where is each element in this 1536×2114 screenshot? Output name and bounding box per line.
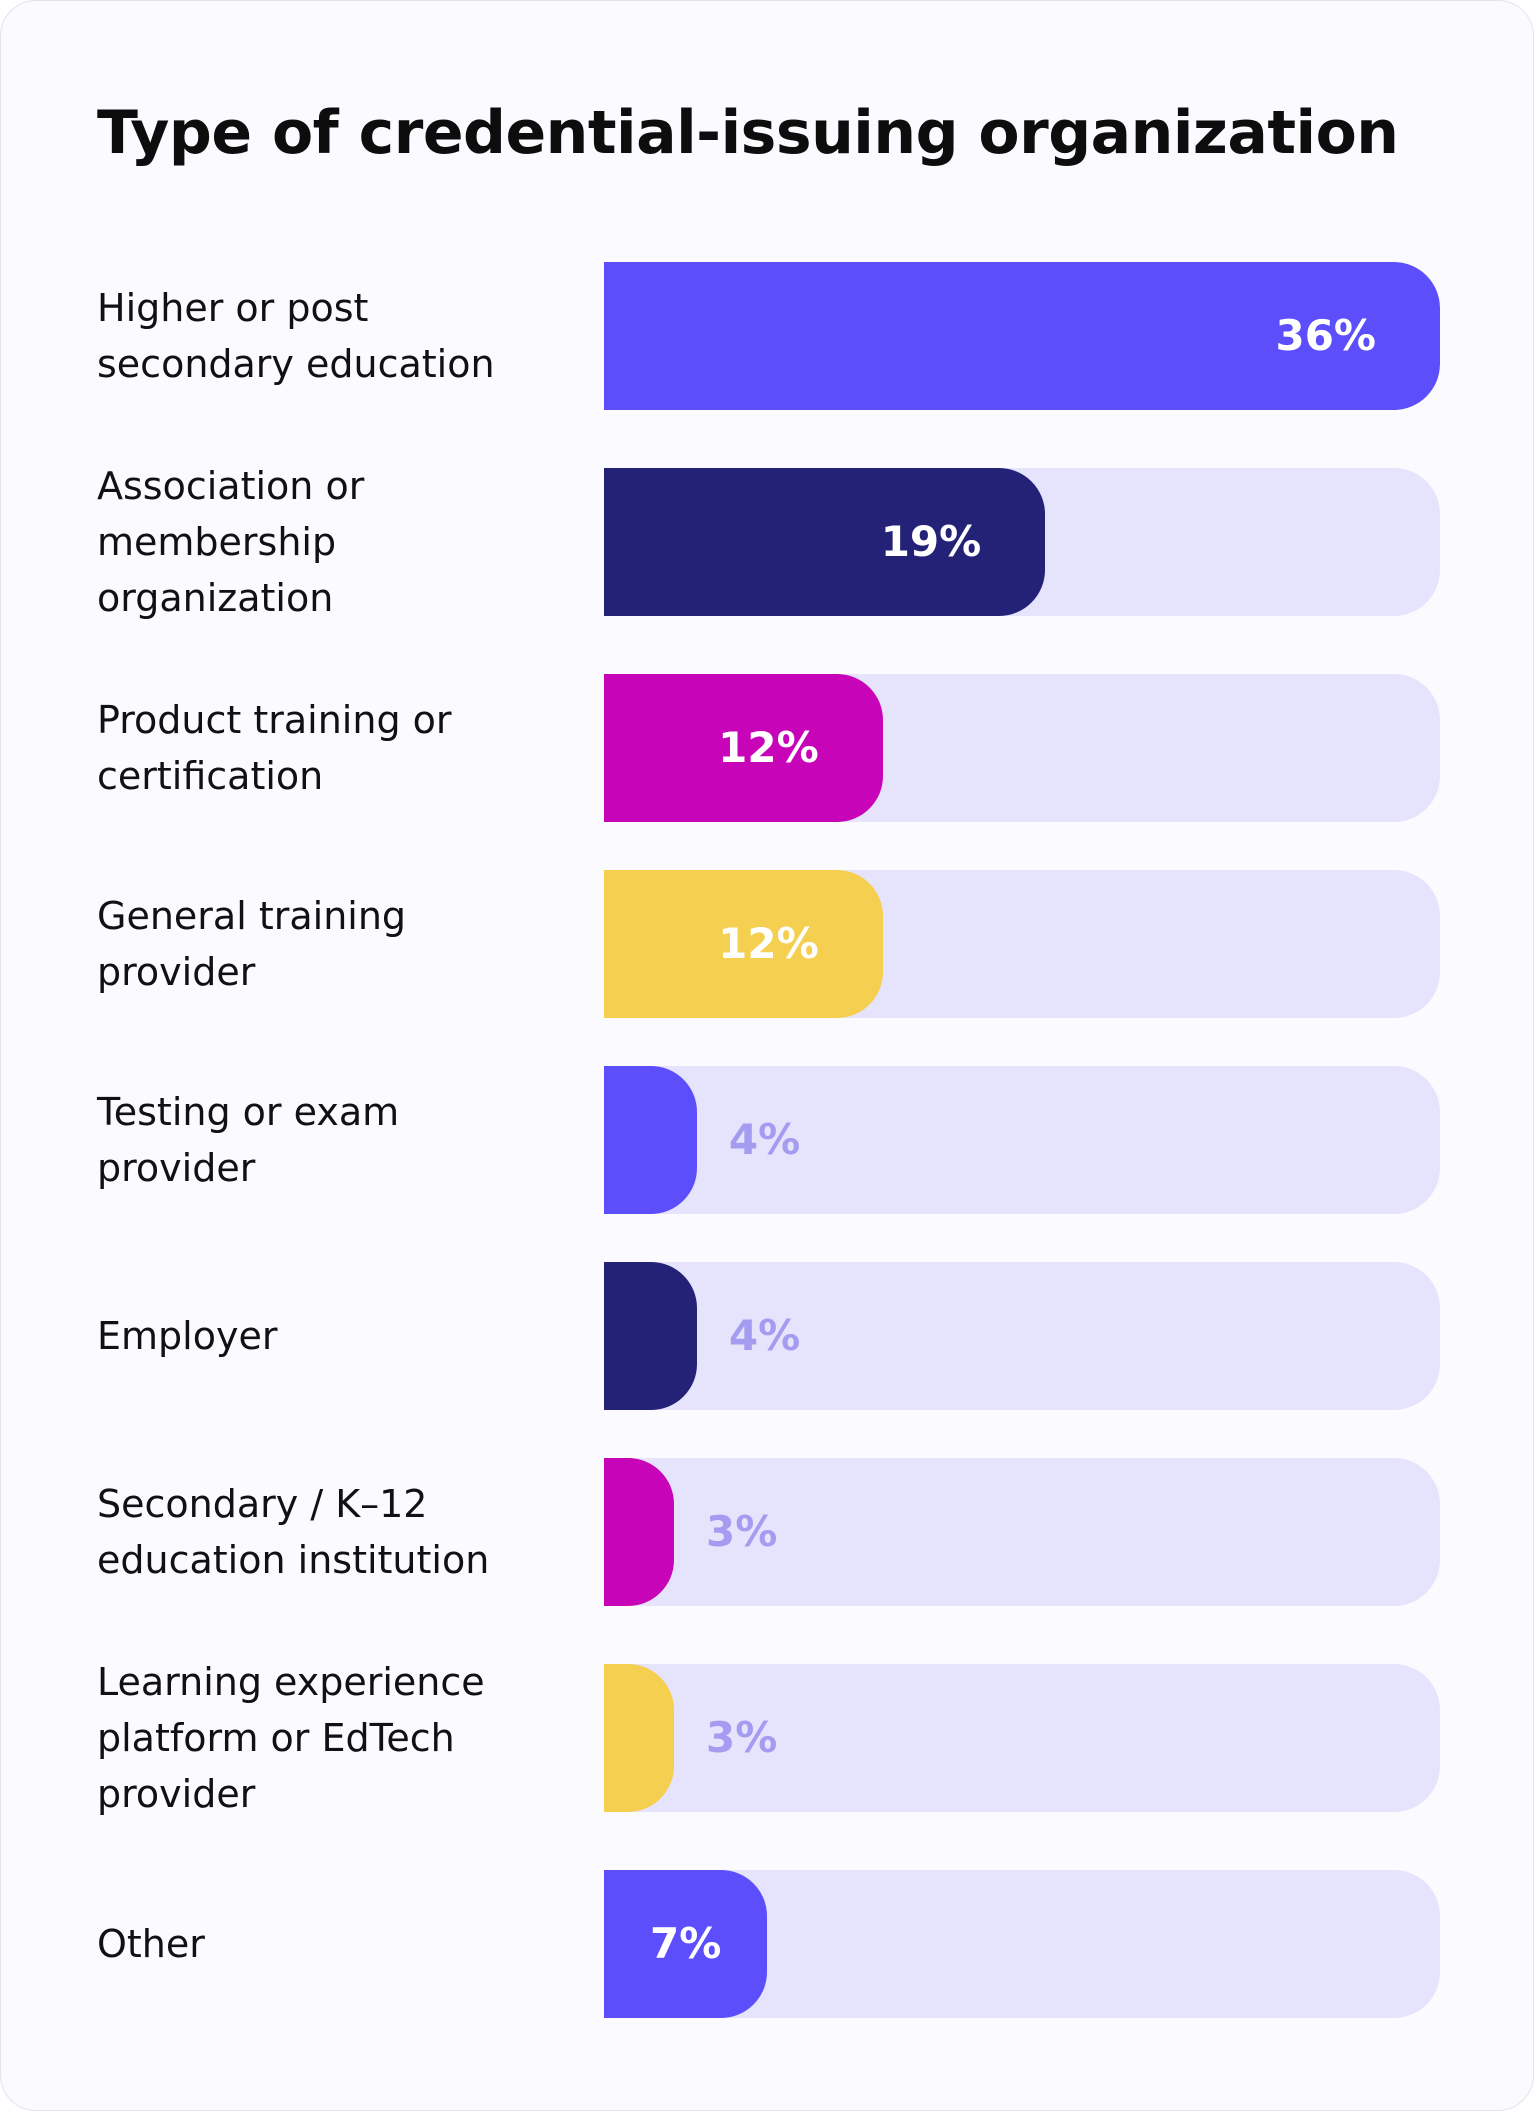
value-label: 19% [880, 517, 982, 566]
category-label: Employer [97, 1314, 278, 1358]
bar-track: 3% [604, 1458, 1440, 1606]
value-label: 12% [718, 723, 819, 772]
bar [604, 1870, 767, 2018]
bar [604, 1066, 697, 1214]
value-label: 36% [1275, 311, 1376, 360]
category-label: Testing or exam provider [97, 1090, 400, 1190]
bar-track: 4% [604, 1066, 1440, 1214]
bar-row: Testing or exam provider 4% [1, 1066, 1535, 1214]
bar [604, 468, 1046, 616]
category-label: Other [97, 1922, 205, 1966]
bar-track: 12% [604, 870, 1440, 1018]
category-label: Secondary / K–12 education institution [97, 1482, 490, 1582]
bar-row: Product training or certification 12% [1, 674, 1535, 822]
bar-row: Learning experience platform or EdTech p… [1, 1660, 1535, 1816]
bar [604, 262, 1440, 410]
category-label: Learning experience platform or EdTech p… [97, 1660, 485, 1816]
bar-track: 36% [604, 262, 1440, 410]
bar-track: 4% [604, 1262, 1440, 1410]
bar [604, 1458, 674, 1606]
bar [604, 1664, 674, 1812]
value-label: 12% [718, 919, 819, 968]
value-label: 4% [728, 1311, 801, 1360]
bar-track: 3% [604, 1664, 1440, 1812]
bar-row: Employer 4% [1, 1262, 1535, 1410]
value-label: 4% [728, 1115, 801, 1164]
category-label: General training provider [97, 894, 407, 994]
category-label: Product training or certification [97, 698, 452, 798]
bar [604, 1262, 697, 1410]
bar-track: 19% [604, 468, 1440, 616]
value-label: 7% [650, 1919, 722, 1968]
bar-row: Association or membership organization 19… [1, 464, 1535, 620]
bar [604, 870, 883, 1018]
category-label: Higher or post secondary education [97, 286, 495, 386]
bar-row: General training provider 12% [1, 870, 1535, 1018]
bar-row: Other 7% [1, 1870, 1535, 2018]
bar [604, 674, 883, 822]
bar-track: 7% [604, 1870, 1440, 2018]
value-label: 3% [706, 1507, 778, 1556]
bar-track: 12% [604, 674, 1440, 822]
value-label: 3% [706, 1713, 778, 1762]
category-label: Association or membership organization [97, 464, 365, 620]
chart-title: Type of credential-issuing organization [97, 98, 1399, 168]
bar-row: Secondary / K–12 education institution 3% [1, 1458, 1535, 1606]
bar-row: Higher or post secondary education 36% [1, 262, 1535, 410]
